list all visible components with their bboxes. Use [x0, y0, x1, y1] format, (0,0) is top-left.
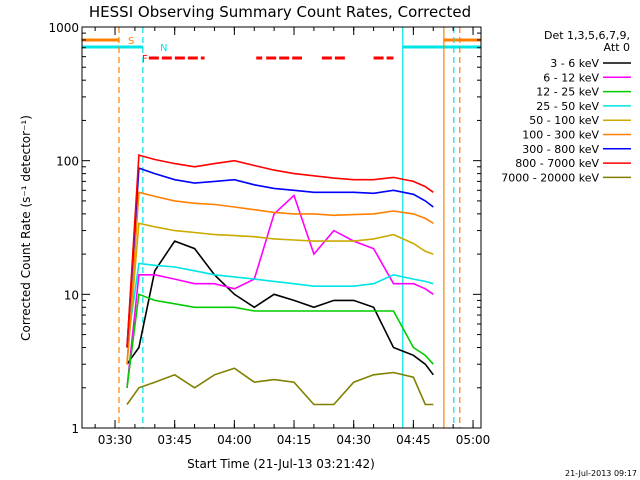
series-line — [126, 154, 434, 348]
legend-label: 3 - 6 keV — [550, 57, 599, 70]
legend-label: 6 - 12 keV — [543, 71, 599, 84]
series-line — [126, 222, 434, 365]
series-line — [126, 167, 434, 348]
print-timestamp: 21-Jul-2013 09:17 — [565, 469, 637, 478]
y-tick-label: 10 — [64, 288, 79, 302]
saa-flag-label: S — [128, 36, 134, 47]
series-line — [126, 191, 434, 365]
plot-frame — [81, 26, 482, 429]
legend-label: 7000 - 20000 keV — [501, 171, 599, 184]
series-lines — [126, 154, 434, 406]
legend-label: 25 - 50 keV — [536, 100, 599, 113]
y-axis-label: Corrected Count Rate (s⁻¹ detector⁻¹) — [19, 115, 33, 341]
night-flag-label: N — [160, 43, 167, 54]
y-tick-label: 1 — [71, 422, 79, 436]
series-line — [126, 262, 434, 348]
y-tick-label: 1000 — [48, 21, 79, 35]
x-tick-label: 03:45 — [157, 433, 192, 447]
x-tick-label: 04:45 — [396, 433, 431, 447]
series-line — [126, 193, 434, 388]
legend-header-detectors: Det 1,3,5,6,7,9, — [544, 29, 630, 42]
legend-label: 300 - 800 keV — [522, 143, 599, 156]
legend-header: Det 1,3,5,6,7,9, Att 0 — [544, 29, 630, 54]
legend-header-attenuator: Att 0 — [604, 41, 630, 54]
legend-label: 12 - 25 keV — [536, 86, 599, 99]
x-tick-label: 04:15 — [277, 433, 312, 447]
flag-bars: S N F — [82, 36, 481, 65]
series-line — [126, 293, 434, 388]
legend-label: 50 - 100 keV — [529, 114, 599, 127]
x-tick-label: 03:30 — [98, 433, 133, 447]
interval-markers — [118, 27, 461, 428]
x-tick-label: 05:00 — [456, 433, 491, 447]
x-axis-label: Start Time (21-Jul-13 03:21:42) — [187, 457, 375, 471]
axes: 03:30 03:45 04:00 04:15 04:30 04:45 05:00 1 10 10… — [48, 21, 490, 447]
chart-title: HESSI Observing Summary Count Rates, Cor… — [89, 3, 471, 21]
legend-label: 800 - 7000 keV — [515, 157, 599, 170]
flare-flag-label: F — [142, 54, 148, 65]
series-line — [126, 367, 434, 406]
y-tick-label: 100 — [56, 155, 79, 169]
x-tick-label: 04:00 — [217, 433, 252, 447]
series-line — [126, 240, 434, 376]
legend-label: 100 - 300 keV — [522, 129, 599, 142]
x-tick-label: 04:30 — [336, 433, 371, 447]
